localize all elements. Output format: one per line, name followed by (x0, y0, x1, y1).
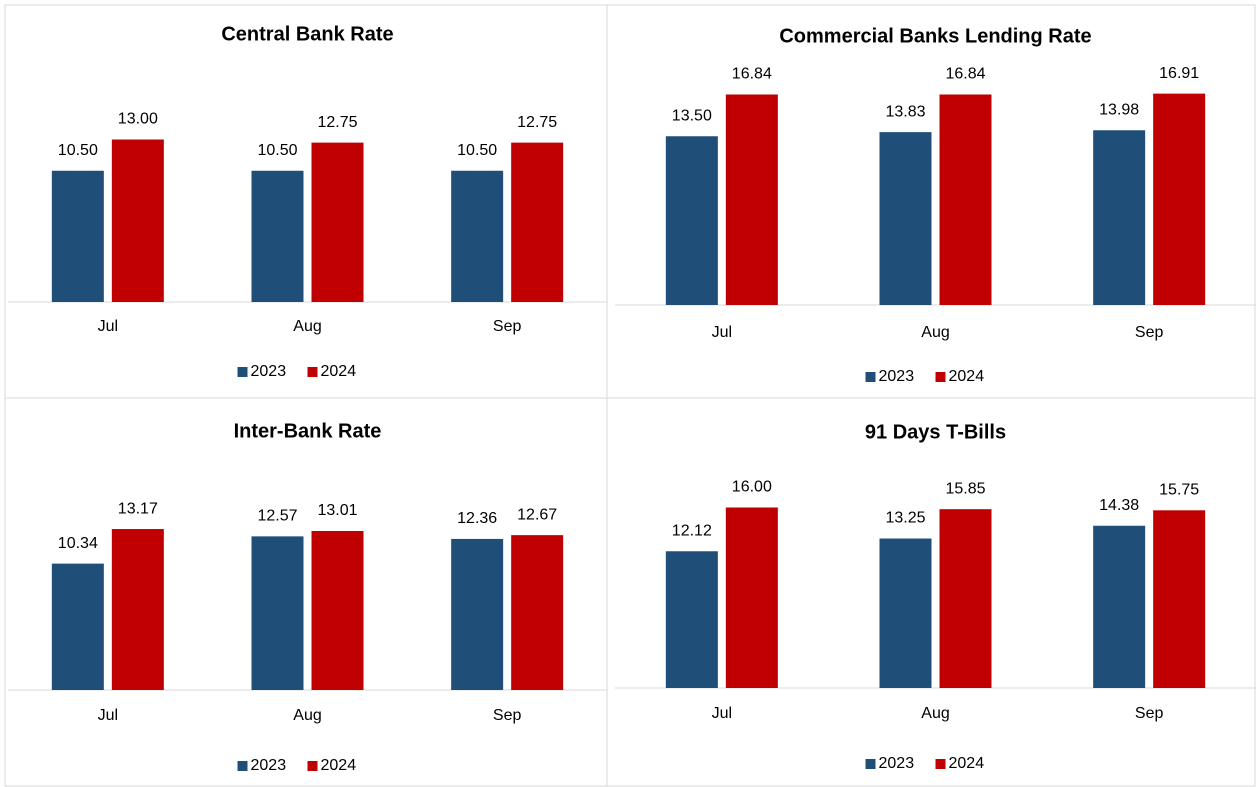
data-label: 13.83 (885, 103, 925, 120)
bar (311, 530, 364, 690)
x-tick-label: Aug (293, 707, 321, 724)
panel-border (606, 397, 1256, 787)
bar (111, 529, 164, 690)
data-label: 10.50 (58, 142, 98, 159)
bar (251, 170, 304, 302)
legend-swatch (237, 761, 248, 771)
legend-label: 2024 (949, 368, 985, 385)
x-tick-label: Sep (493, 318, 522, 335)
data-label: 14.38 (1099, 497, 1139, 514)
bar (725, 94, 778, 305)
legend-swatch (935, 372, 946, 382)
bar (451, 170, 504, 302)
x-tick-label: Jul (712, 324, 732, 341)
bar (311, 142, 364, 302)
data-label: 10.50 (457, 142, 497, 159)
bar (665, 136, 718, 305)
legend-swatch (865, 759, 876, 769)
bar (511, 142, 564, 302)
legend-label: 2024 (949, 755, 985, 772)
data-label: 12.57 (257, 508, 297, 525)
x-tick-label: Jul (712, 705, 732, 722)
bar (451, 538, 504, 690)
x-tick-label: Aug (293, 318, 321, 335)
bar (939, 94, 992, 305)
x-tick-label: Jul (98, 707, 118, 724)
bar (879, 538, 932, 688)
x-tick-label: Aug (921, 324, 949, 341)
chart-title: Inter-Bank Rate (234, 420, 382, 442)
bar (51, 563, 104, 690)
data-label: 13.25 (885, 510, 925, 527)
data-label: 12.36 (457, 510, 497, 527)
legend-label: 2024 (321, 363, 357, 380)
chart-title: 91 Days T-Bills (865, 421, 1006, 443)
legend-label: 2023 (251, 363, 287, 380)
bar (1153, 93, 1206, 305)
data-label: 10.34 (58, 535, 98, 552)
data-label: 16.84 (732, 66, 772, 83)
data-label: 13.17 (118, 500, 158, 517)
bar (665, 551, 718, 688)
data-label: 12.67 (517, 506, 557, 523)
bar (111, 139, 164, 302)
legend-label: 2024 (321, 757, 357, 774)
data-label: 10.50 (257, 142, 297, 159)
bar (1093, 130, 1146, 305)
chart-title: Commercial Banks Lending Rate (779, 25, 1091, 47)
bar (51, 170, 104, 302)
data-label: 13.00 (118, 111, 158, 128)
bar (1153, 510, 1206, 688)
x-tick-label: Aug (921, 705, 949, 722)
legend-swatch (237, 367, 248, 377)
legend-swatch (307, 761, 318, 771)
data-label: 16.84 (945, 66, 985, 83)
data-label: 12.75 (517, 114, 557, 131)
bar (511, 535, 564, 690)
data-label: 12.12 (672, 522, 712, 539)
legend-label: 2023 (879, 368, 915, 385)
bar (1093, 525, 1146, 688)
data-label: 12.75 (317, 114, 357, 131)
bar (251, 536, 304, 690)
data-label: 13.01 (317, 502, 357, 519)
data-label: 16.91 (1159, 65, 1199, 82)
legend-label: 2023 (879, 755, 915, 772)
data-label: 15.75 (1159, 482, 1199, 499)
chart-title: Central Bank Rate (221, 23, 393, 45)
data-label: 15.85 (945, 480, 985, 497)
x-tick-label: Jul (98, 318, 118, 335)
legend-label: 2023 (251, 757, 287, 774)
x-tick-label: Sep (1135, 324, 1164, 341)
bar (879, 132, 932, 305)
data-label: 13.98 (1099, 101, 1139, 118)
data-label: 13.50 (672, 107, 712, 124)
bar (725, 507, 778, 688)
bar (939, 509, 992, 688)
x-tick-label: Sep (493, 707, 522, 724)
data-label: 16.00 (732, 479, 772, 496)
legend-swatch (307, 367, 318, 377)
legend-swatch (935, 759, 946, 769)
legend-swatch (865, 372, 876, 382)
x-tick-label: Sep (1135, 705, 1164, 722)
